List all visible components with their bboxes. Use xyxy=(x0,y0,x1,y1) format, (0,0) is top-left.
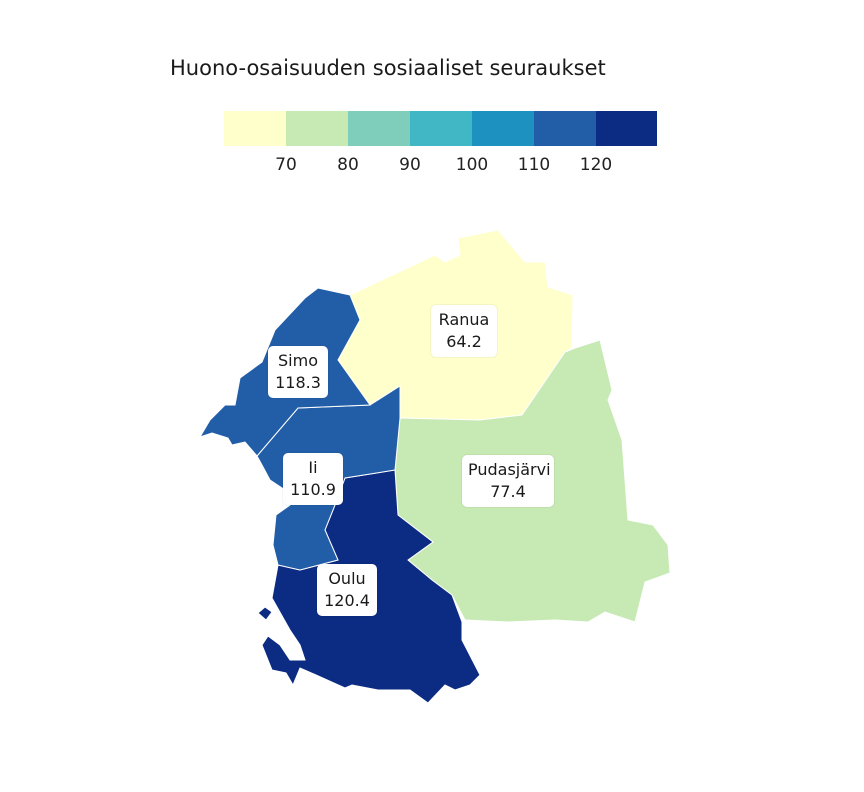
label-simo-value: 118.3 xyxy=(275,373,321,392)
legend-tick-80: 80 xyxy=(337,155,359,175)
legend-tick-100: 100 xyxy=(455,155,489,175)
legend-swatch-1 xyxy=(224,111,286,146)
legend-swatch-6 xyxy=(534,111,596,146)
label-pudasjarvi: Pudasjärvi 77.4 xyxy=(462,455,554,507)
label-pudasjarvi-value: 77.4 xyxy=(490,482,526,501)
legend-swatch-2 xyxy=(286,111,348,146)
label-ii-name: Ii xyxy=(308,458,318,477)
label-oulu-value: 120.4 xyxy=(324,591,370,610)
legend-tick-70: 70 xyxy=(275,155,297,175)
legend-tick-110: 110 xyxy=(517,155,551,175)
map-title: Huono-osaisuuden sosiaaliset seuraukset xyxy=(170,56,606,80)
label-ranua-name: Ranua xyxy=(438,310,490,329)
label-oulu-name: Oulu xyxy=(328,569,366,588)
legend-tick-120: 120 xyxy=(579,155,613,175)
label-ii-value: 110.9 xyxy=(290,480,336,499)
legend-swatch-5 xyxy=(472,111,534,146)
legend-tick-90: 90 xyxy=(399,155,421,175)
region-oulu-island xyxy=(257,606,273,621)
label-simo: Simo 118.3 xyxy=(268,346,328,398)
label-simo-name: Simo xyxy=(278,351,318,370)
color-legend: 70 80 90 100 110 120 xyxy=(224,111,657,175)
label-pudasjarvi-name: Pudasjärvi xyxy=(468,460,551,479)
label-ii: Ii 110.9 xyxy=(283,453,343,505)
legend-swatch-4 xyxy=(410,111,472,146)
label-ranua: Ranua 64.2 xyxy=(431,305,497,357)
legend-swatch-7 xyxy=(596,111,657,146)
label-oulu: Oulu 120.4 xyxy=(317,564,377,616)
legend-swatch-3 xyxy=(348,111,410,146)
label-ranua-value: 64.2 xyxy=(446,332,482,351)
